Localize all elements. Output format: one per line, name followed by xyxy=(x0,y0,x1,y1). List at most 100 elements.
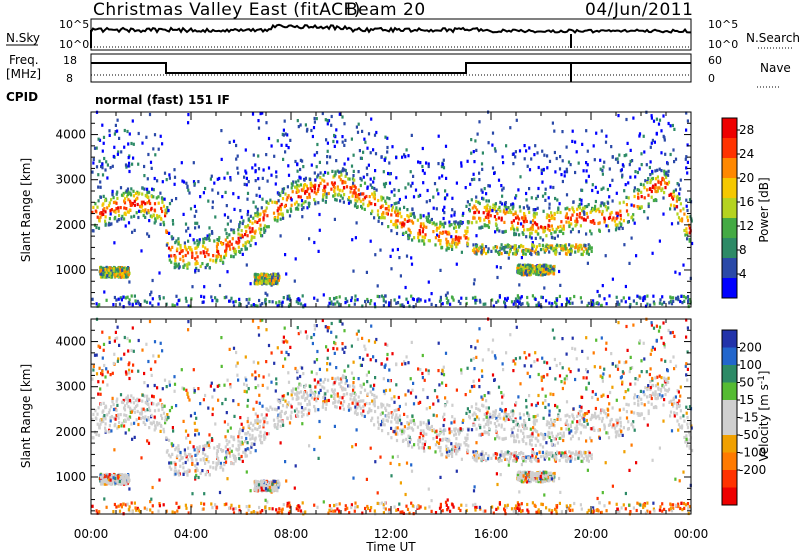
power-cell xyxy=(146,232,149,236)
power-cell xyxy=(526,269,529,274)
velocity-cell xyxy=(484,431,487,435)
power-cell xyxy=(545,269,548,273)
power-cell xyxy=(661,176,664,180)
power-cell xyxy=(104,219,107,223)
velocity-cell xyxy=(104,375,107,379)
power-cell xyxy=(319,176,322,180)
velocity-cell xyxy=(234,506,237,511)
power-cell xyxy=(565,170,569,174)
power-cell xyxy=(344,297,347,301)
velocity-cell xyxy=(329,509,333,513)
power-cell xyxy=(606,187,609,192)
power-cell xyxy=(177,237,180,241)
power-cell xyxy=(254,179,257,183)
velocity-cell xyxy=(419,400,422,404)
power-cell xyxy=(353,189,356,193)
power-cell xyxy=(489,214,492,218)
power-cell xyxy=(249,243,252,248)
velocity-cell xyxy=(595,338,598,342)
power-cell xyxy=(225,246,228,250)
power-cell xyxy=(419,216,422,220)
power-cell xyxy=(260,281,263,285)
power-cell xyxy=(356,193,359,197)
power-cell xyxy=(537,301,540,305)
velocity-cell xyxy=(544,432,547,437)
power-cell xyxy=(213,181,216,185)
velocity-cell xyxy=(299,402,302,406)
velocity-cell xyxy=(565,400,569,404)
power-cell xyxy=(156,179,159,183)
power-cell xyxy=(638,167,641,171)
velocity-cell xyxy=(640,370,643,374)
power-cell xyxy=(561,179,564,184)
velocity-cell xyxy=(132,349,135,353)
power-cell xyxy=(117,269,120,273)
power-cell xyxy=(388,197,391,201)
power-cell xyxy=(336,185,339,189)
velocity-cell xyxy=(679,409,682,413)
velocity-cell xyxy=(419,429,423,433)
velocity-cell xyxy=(224,458,228,462)
power-cell xyxy=(643,186,646,190)
power-cell xyxy=(347,197,350,202)
power-cell xyxy=(585,251,588,255)
velocity-cell xyxy=(496,434,499,438)
power-cell xyxy=(161,200,164,204)
power-cell xyxy=(370,211,373,216)
power-cell xyxy=(536,151,539,155)
power-cell xyxy=(636,188,639,192)
velocity-cell xyxy=(465,508,468,513)
power-cell xyxy=(339,170,343,174)
power-cell xyxy=(115,207,118,211)
power-cell xyxy=(277,303,280,307)
power-cell xyxy=(658,239,661,243)
velocity-cell xyxy=(279,424,282,428)
power-cell xyxy=(549,264,552,268)
power-cell xyxy=(228,244,231,248)
velocity-cell xyxy=(126,394,130,398)
velocity-cell xyxy=(540,502,543,506)
velocity-cell xyxy=(217,398,220,402)
velocity-cell xyxy=(505,505,508,509)
power-cell xyxy=(688,231,691,235)
velocity-cell xyxy=(403,412,406,416)
power-cell xyxy=(297,301,300,305)
velocity-cell xyxy=(520,463,523,467)
power-cell xyxy=(382,296,385,300)
power-cell xyxy=(276,304,279,308)
power-cell xyxy=(519,175,522,179)
power-cell xyxy=(289,138,292,142)
velocity-cell xyxy=(223,420,226,424)
velocity-cell xyxy=(326,329,329,333)
velocity-cell xyxy=(160,413,163,418)
power-cell xyxy=(426,219,429,224)
velocity-cell xyxy=(496,419,499,423)
power-cell xyxy=(568,208,571,212)
power-cell xyxy=(103,207,106,211)
power-cell xyxy=(144,208,147,212)
power-cell xyxy=(257,119,260,123)
power-cell xyxy=(571,129,574,133)
power-cell xyxy=(287,297,290,301)
velocity-cell xyxy=(287,504,290,508)
power-cell xyxy=(665,175,668,180)
velocity-cell xyxy=(114,330,117,334)
velocity-cell xyxy=(535,403,538,408)
velocity-cell xyxy=(238,504,241,508)
power-cell xyxy=(91,210,94,214)
velocity-cell xyxy=(299,509,303,513)
power-cell xyxy=(127,142,130,146)
power-cell xyxy=(112,209,115,213)
power-cell xyxy=(517,221,520,225)
power-cell xyxy=(530,231,533,235)
power-cell xyxy=(335,198,338,202)
velocity-cell xyxy=(211,395,214,399)
power-cell xyxy=(522,245,525,249)
power-cell xyxy=(525,149,528,153)
power-cell xyxy=(226,222,229,226)
frequency-panel: Freq. [MHz] 18 8 60 0 Nave xyxy=(6,53,791,88)
power-cell xyxy=(313,198,316,202)
power-cell xyxy=(391,205,394,209)
velocity-cell xyxy=(669,331,672,335)
